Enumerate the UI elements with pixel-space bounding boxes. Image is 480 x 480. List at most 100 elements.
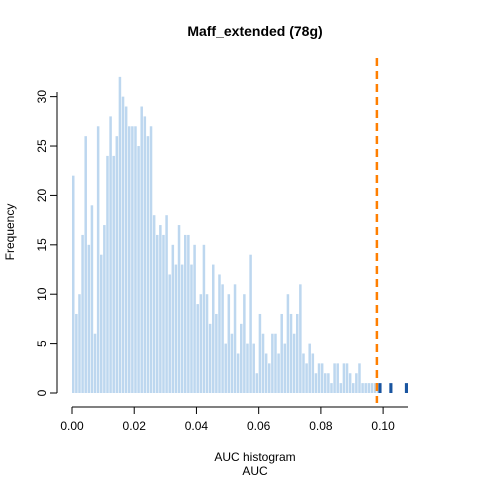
- histogram-bar: [147, 136, 150, 393]
- histogram-bar: [116, 136, 119, 393]
- histogram-bar: [274, 334, 277, 393]
- histogram-bar: [246, 344, 249, 393]
- histogram-bar: [112, 156, 115, 393]
- y-tick-label: 0: [35, 389, 49, 396]
- histogram-bar: [159, 225, 162, 393]
- histogram-bar: [268, 363, 271, 393]
- y-tick-label: 25: [35, 139, 49, 153]
- histogram-bar: [153, 215, 156, 393]
- histogram-bar: [119, 77, 122, 393]
- histogram-bar: [224, 344, 227, 393]
- histogram-bar: [84, 136, 87, 393]
- histogram-bar: [371, 383, 374, 393]
- histogram-bar: [240, 324, 243, 393]
- histogram-bar: [221, 284, 224, 393]
- histogram-bar: [252, 344, 255, 393]
- histogram-bar: [125, 107, 128, 393]
- histogram-bar: [168, 274, 171, 393]
- histogram-bar: [243, 294, 246, 393]
- histogram-bar: [156, 235, 159, 393]
- x-tick-label: 0.00: [60, 419, 84, 433]
- histogram-bar: [284, 344, 287, 393]
- highlight-bar: [378, 383, 381, 393]
- histogram-bar: [75, 314, 78, 393]
- y-tick-label: 10: [35, 287, 49, 301]
- histogram-bar: [277, 353, 280, 393]
- histogram-bar: [106, 156, 109, 393]
- histogram-bar: [215, 314, 218, 393]
- y-tick-label: 30: [35, 90, 49, 104]
- highlight-bar: [405, 383, 408, 393]
- x-tick-label: 0.06: [247, 419, 271, 433]
- y-tick-label: 15: [35, 238, 49, 252]
- histogram-bar: [343, 363, 346, 393]
- histogram-bar: [259, 314, 262, 393]
- histogram-bar: [103, 225, 106, 393]
- histogram-bar: [209, 324, 212, 393]
- histogram-bar: [91, 205, 94, 393]
- histogram-bar: [287, 294, 290, 393]
- histogram-bar: [318, 363, 321, 393]
- histogram-bar: [228, 294, 231, 393]
- histogram-bar: [181, 265, 184, 393]
- histogram-bar: [231, 334, 234, 393]
- histogram-bar: [81, 235, 84, 393]
- histogram-bar: [200, 294, 203, 393]
- histogram-bar: [315, 373, 318, 393]
- histogram-bar: [218, 274, 221, 393]
- histogram-bars: [72, 77, 379, 393]
- histogram-bar: [340, 383, 343, 393]
- histogram-bar: [368, 383, 371, 393]
- histogram-bar: [280, 314, 283, 393]
- histogram-bar: [312, 353, 315, 393]
- x-tick-label: 0.08: [309, 419, 333, 433]
- histogram-bar: [134, 126, 137, 393]
- histogram-bar: [296, 314, 299, 393]
- histogram-bar: [361, 383, 364, 393]
- histogram-bar: [308, 344, 311, 393]
- y-axis-ticks: 0 5 10 15 20 25 30: [35, 90, 57, 397]
- highlight-bars: [378, 383, 408, 393]
- histogram-bar: [333, 363, 336, 393]
- histogram-bar: [172, 245, 175, 393]
- histogram-bar: [94, 334, 97, 393]
- histogram-bar: [97, 126, 100, 393]
- histogram-bar: [327, 373, 330, 393]
- histogram-bar: [212, 265, 215, 393]
- x-axis-label-line1: AUC histogram: [214, 450, 295, 464]
- histogram-bar: [162, 235, 165, 393]
- histogram-bar: [144, 116, 147, 393]
- histogram-bar: [187, 235, 190, 393]
- histogram-bar: [72, 176, 75, 393]
- histogram-bar: [358, 363, 361, 393]
- histogram-bar: [140, 107, 143, 393]
- histogram-bar: [165, 215, 168, 393]
- histogram-bar: [206, 294, 209, 393]
- x-tick-label: 0.10: [371, 419, 395, 433]
- histogram-bar: [262, 334, 265, 393]
- histogram-bar: [234, 284, 237, 393]
- histogram-bar: [321, 363, 324, 393]
- x-tick-label: 0.02: [123, 419, 147, 433]
- y-tick-label: 5: [35, 340, 49, 347]
- histogram-bar: [203, 245, 206, 393]
- histogram-bar: [128, 126, 131, 393]
- histogram-bar: [109, 116, 112, 393]
- histogram-bar: [330, 383, 333, 393]
- histogram-bar: [196, 304, 199, 393]
- histogram-bar: [293, 334, 296, 393]
- histogram-bar: [88, 245, 91, 393]
- histogram-bar: [352, 383, 355, 393]
- histogram-bar: [364, 383, 367, 393]
- histogram-bar: [193, 245, 196, 393]
- histogram-bar: [137, 146, 140, 393]
- highlight-bar: [389, 383, 392, 393]
- histogram-bar: [346, 363, 349, 393]
- histogram-bar: [175, 265, 178, 393]
- histogram-bar: [324, 373, 327, 393]
- histogram-bar: [150, 126, 153, 393]
- histogram-bar: [178, 225, 181, 393]
- x-axis-label-line2: AUC: [242, 464, 268, 478]
- histogram-bar: [271, 334, 274, 393]
- histogram-bar: [302, 353, 305, 393]
